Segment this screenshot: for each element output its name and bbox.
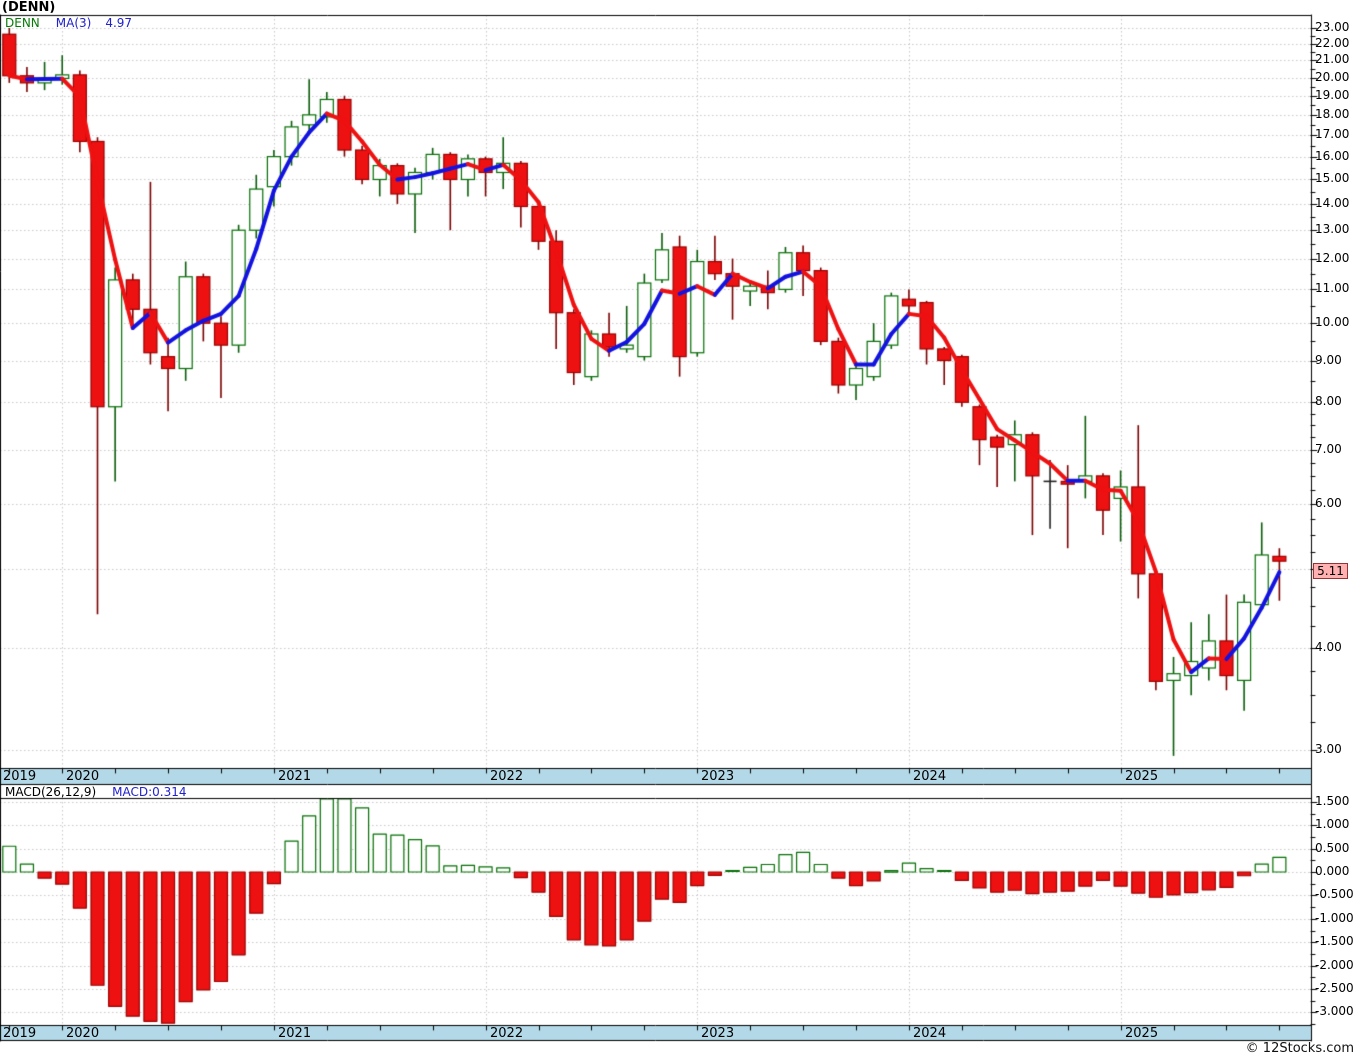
year-axis-label: 2025 bbox=[1125, 1026, 1159, 1041]
macd-axis-label: 1.000 bbox=[1315, 817, 1350, 831]
year-axis-label: 2021 bbox=[278, 769, 312, 784]
page-title: (DENN) bbox=[2, 0, 56, 15]
price-axis-label: 11.00 bbox=[1315, 281, 1350, 295]
price-axis-label: 9.00 bbox=[1315, 353, 1342, 367]
ma-indicator-label: MA(3) bbox=[55, 16, 92, 30]
year-axis-label: 2019 bbox=[3, 1026, 37, 1041]
macd-axis-label: -0.500 bbox=[1315, 887, 1354, 901]
price-axis-label: 17.00 bbox=[1315, 127, 1350, 141]
macd-axis-label: -2.500 bbox=[1315, 981, 1354, 995]
year-axis-label: 2024 bbox=[913, 1026, 947, 1041]
macd-axis-label: -1.500 bbox=[1315, 934, 1354, 948]
price-axis-label: 20.00 bbox=[1315, 70, 1350, 84]
price-axis-label: 14.00 bbox=[1315, 196, 1350, 210]
macd-axis-label: 0.500 bbox=[1315, 841, 1350, 855]
macd-indicator-label: MACD(26,12,9) bbox=[5, 785, 97, 799]
price-axis-label: 3.00 bbox=[1315, 742, 1342, 756]
price-axis-label: 4.00 bbox=[1315, 640, 1342, 654]
price-axis-label: 13.00 bbox=[1315, 222, 1350, 236]
year-axis-label: 2023 bbox=[701, 1026, 735, 1041]
price-axis-label: 22.00 bbox=[1315, 36, 1350, 50]
price-axis-label: 16.00 bbox=[1315, 149, 1350, 163]
price-axis-label: 8.00 bbox=[1315, 394, 1342, 408]
price-axis-label: 21.00 bbox=[1315, 52, 1350, 66]
year-axis-label: 2022 bbox=[490, 769, 524, 784]
macd-axis-label: -2.000 bbox=[1315, 958, 1354, 972]
macd-axis-label: -3.000 bbox=[1315, 1004, 1354, 1018]
year-axis-label: 2021 bbox=[278, 1026, 312, 1041]
symbol-label: DENN bbox=[5, 16, 40, 30]
price-axis-label: 6.00 bbox=[1315, 496, 1342, 510]
ma-value-label: 4.97 bbox=[105, 16, 133, 30]
year-axis-label: 2025 bbox=[1125, 769, 1159, 784]
price-axis-label: 15.00 bbox=[1315, 171, 1350, 185]
price-axis-label: 10.00 bbox=[1315, 315, 1350, 329]
macd-current-value: MACD:0.314 bbox=[112, 785, 187, 799]
price-axis-label: 12.00 bbox=[1315, 251, 1350, 265]
last-price-tag: 5.11 bbox=[1313, 563, 1348, 579]
macd-legend: MACD(26,12,9) MACD:0.314 bbox=[5, 785, 187, 799]
year-axis-label: 2019 bbox=[3, 769, 37, 784]
year-axis-label: 2020 bbox=[66, 769, 100, 784]
year-axis-label: 2020 bbox=[66, 1026, 100, 1041]
price-axis-label: 7.00 bbox=[1315, 442, 1342, 456]
price-axis-label: 18.00 bbox=[1315, 107, 1350, 121]
macd-axis-label: 1.500 bbox=[1315, 794, 1350, 808]
site-credit: © 12Stocks.com bbox=[1245, 1041, 1354, 1056]
year-axis-label: 2024 bbox=[913, 769, 947, 784]
price-axis-label: 19.00 bbox=[1315, 88, 1350, 102]
macd-axis-label: 0.000 bbox=[1315, 864, 1350, 878]
price-axis-label: 23.00 bbox=[1315, 20, 1350, 34]
year-axis-label: 2023 bbox=[701, 769, 735, 784]
macd-axis-label: -1.000 bbox=[1315, 911, 1354, 925]
year-axis-label: 2022 bbox=[490, 1026, 524, 1041]
main-chart-legend: DENN MA(3) 4.97 bbox=[5, 16, 132, 30]
